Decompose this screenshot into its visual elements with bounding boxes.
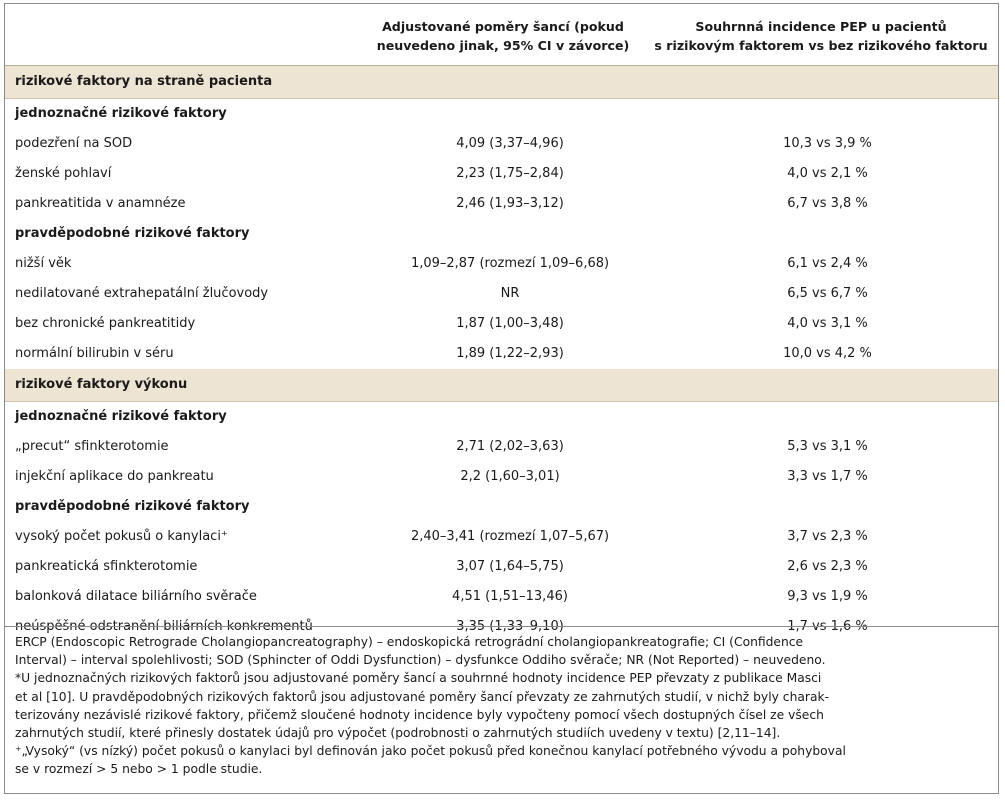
section-title: rizikové faktory výkonu [15, 377, 188, 392]
column-header-incidence-line1: Souhrnná incidence PEP u pacientů [695, 19, 947, 34]
odds-ratio-value: 2,46 (1,93–3,12) [456, 196, 564, 211]
risk-factor-label: injekční aplikace do pankreatu [15, 469, 214, 484]
risk-factor-label: ženské pohlaví [15, 166, 112, 181]
table-row: nižší věk 1,09–2,87 (rozmezí 1,09–6,68) 6,… [5, 249, 998, 279]
odds-ratio-value: 1,09–2,87 (rozmezí 1,09–6,68) [410, 256, 610, 271]
group-header: jednoznačné rizikové faktory [5, 99, 998, 129]
footnote-line: *U jednoznačných rizikových faktorů jsou… [15, 671, 822, 686]
table-row: pankreatitida v anamnéze 2,46 (1,93–3,12)… [5, 189, 998, 219]
table-row: nedilatované extrahepatální žlučovody NR 6… [5, 279, 998, 309]
group-title: pravděpodobné rizikové faktory [15, 499, 250, 514]
incidence-value: 2,6 vs 2,3 % [787, 559, 868, 574]
group-header: pravděpodobné rizikové faktory [5, 492, 998, 522]
odds-ratio-value: 1,89 (1,22–2,93) [456, 346, 564, 361]
risk-factor-label: pankreatická sfinkterotomie [15, 559, 198, 574]
risk-factor-label: pankreatitida v anamnéze [15, 196, 186, 211]
risk-factor-label: vysoký počet pokusů o kanylaci⁺ [15, 529, 228, 544]
incidence-value: 6,5 vs 6,7 % [787, 286, 868, 301]
column-header-odds-ratio: Adjustované poměry šancí (pokud neuveden… [365, 17, 641, 55]
table-row: balonková dilatace biliárního svěrače 4,5… [5, 582, 998, 612]
table-row: injekční aplikace do pankreatu 2,2 (1,60–… [5, 462, 998, 492]
incidence-value: 3,7 vs 2,3 % [787, 529, 868, 544]
odds-ratio-value: NR [500, 286, 520, 301]
incidence-value: 6,1 vs 2,4 % [787, 256, 868, 271]
table-footnotes: ERCP (Endoscopic Retrograde Cholangiopan… [5, 626, 998, 793]
footnote-line: terizovány nezávislé rizikové faktory, p… [15, 707, 824, 722]
risk-factor-table: Adjustované poměry šancí (pokud neuveden… [4, 3, 999, 794]
odds-ratio-value: 2,71 (2,02–3,63) [456, 439, 564, 454]
table-row: bez chronické pankreatitidy 1,87 (1,00–3,… [5, 309, 998, 339]
group-title: jednoznačné rizikové faktory [15, 409, 227, 424]
incidence-value: 10,0 vs 4,2 % [783, 346, 872, 361]
odds-ratio-value: 2,23 (1,75–2,84) [456, 166, 564, 181]
section-header: rizikové faktory na straně pacienta [5, 66, 998, 99]
table-header: Adjustované poměry šancí (pokud neuveden… [5, 4, 998, 66]
risk-factor-label: nedilatované extrahepatální žlučovody [15, 286, 269, 301]
incidence-value: 10,3 vs 3,9 % [783, 136, 872, 151]
incidence-value: 9,3 vs 1,9 % [787, 589, 868, 604]
table-row: podezření na SOD 4,09 (3,37–4,96) 10,3 vs … [5, 129, 998, 159]
odds-ratio-value: 2,40–3,41 (rozmezí 1,07–5,67) [410, 529, 610, 544]
odds-ratio-value: 4,51 (1,51–13,46) [452, 589, 568, 604]
incidence-value: 4,0 vs 2,1 % [787, 166, 868, 181]
table-row: vysoký počet pokusů o kanylaci⁺ 2,40–3,41… [5, 522, 998, 552]
column-header-incidence: Souhrnná incidence PEP u pacientů s rizi… [645, 17, 997, 55]
column-header-odds-ratio-line2: neuvedeno jinak, 95% CI v závorce) [376, 38, 630, 53]
footnote-line: zahrnutých studií, které přinesly dostat… [15, 726, 781, 741]
table-row: ženské pohlaví 2,23 (1,75–2,84) 4,0 vs 2,1… [5, 159, 998, 189]
section-title: rizikové faktory na straně pacienta [15, 74, 273, 89]
footnote-line: se v rozmezí > 5 nebo > 1 podle studie. [15, 762, 263, 777]
table-row: normální bilirubin v séru 1,89 (1,22–2,93… [5, 339, 998, 369]
group-title: pravděpodobné rizikové faktory [15, 226, 250, 241]
table-row: „precut“ sfinkterotomie 2,71 (2,02–3,63) 5… [5, 432, 998, 462]
column-header-odds-ratio-line1: Adjustované poměry šancí (pokud [382, 19, 624, 34]
incidence-value: 3,3 vs 1,7 % [787, 469, 868, 484]
table-row: pankreatická sfinkterotomie 3,07 (1,64–5,… [5, 552, 998, 582]
footnote-line: ERCP (Endoscopic Retrograde Cholangiopan… [15, 635, 804, 649]
risk-factor-label: nižší věk [15, 256, 72, 271]
risk-factor-label: balonková dilatace biliárního svěrače [15, 589, 257, 604]
odds-ratio-value: 2,2 (1,60–3,01) [460, 469, 560, 484]
group-header: pravděpodobné rizikové faktory [5, 219, 998, 249]
odds-ratio-value: 3,07 (1,64–5,75) [456, 559, 564, 574]
footnote-line: ⁺„Vysoký“ (vs nízký) počet pokusů o kany… [15, 744, 846, 759]
risk-factor-label: podezření na SOD [15, 136, 133, 151]
footnote-line: et al [10]. U pravděpodobných rizikových… [15, 689, 830, 704]
table-body: rizikové faktory na straně pacienta jedno… [5, 66, 998, 642]
odds-ratio-value: 1,87 (1,00–3,48) [456, 316, 564, 331]
incidence-value: 5,3 vs 3,1 % [787, 439, 868, 454]
section-header: rizikové faktory výkonu [5, 369, 998, 402]
risk-factor-label: normální bilirubin v séru [15, 346, 174, 361]
group-header: jednoznačné rizikové faktory [5, 402, 998, 432]
footnote-line: Interval) – interval spolehlivosti; SOD … [15, 653, 826, 668]
incidence-value: 6,7 vs 3,8 % [787, 196, 868, 211]
risk-factor-label: „precut“ sfinkterotomie [15, 439, 169, 454]
odds-ratio-value: 4,09 (3,37–4,96) [456, 136, 564, 151]
column-header-incidence-line2: s rizikovým faktorem vs bez rizikového f… [654, 38, 988, 53]
group-title: jednoznačné rizikové faktory [15, 106, 227, 121]
incidence-value: 4,0 vs 3,1 % [787, 316, 868, 331]
risk-factor-label: bez chronické pankreatitidy [15, 316, 196, 331]
